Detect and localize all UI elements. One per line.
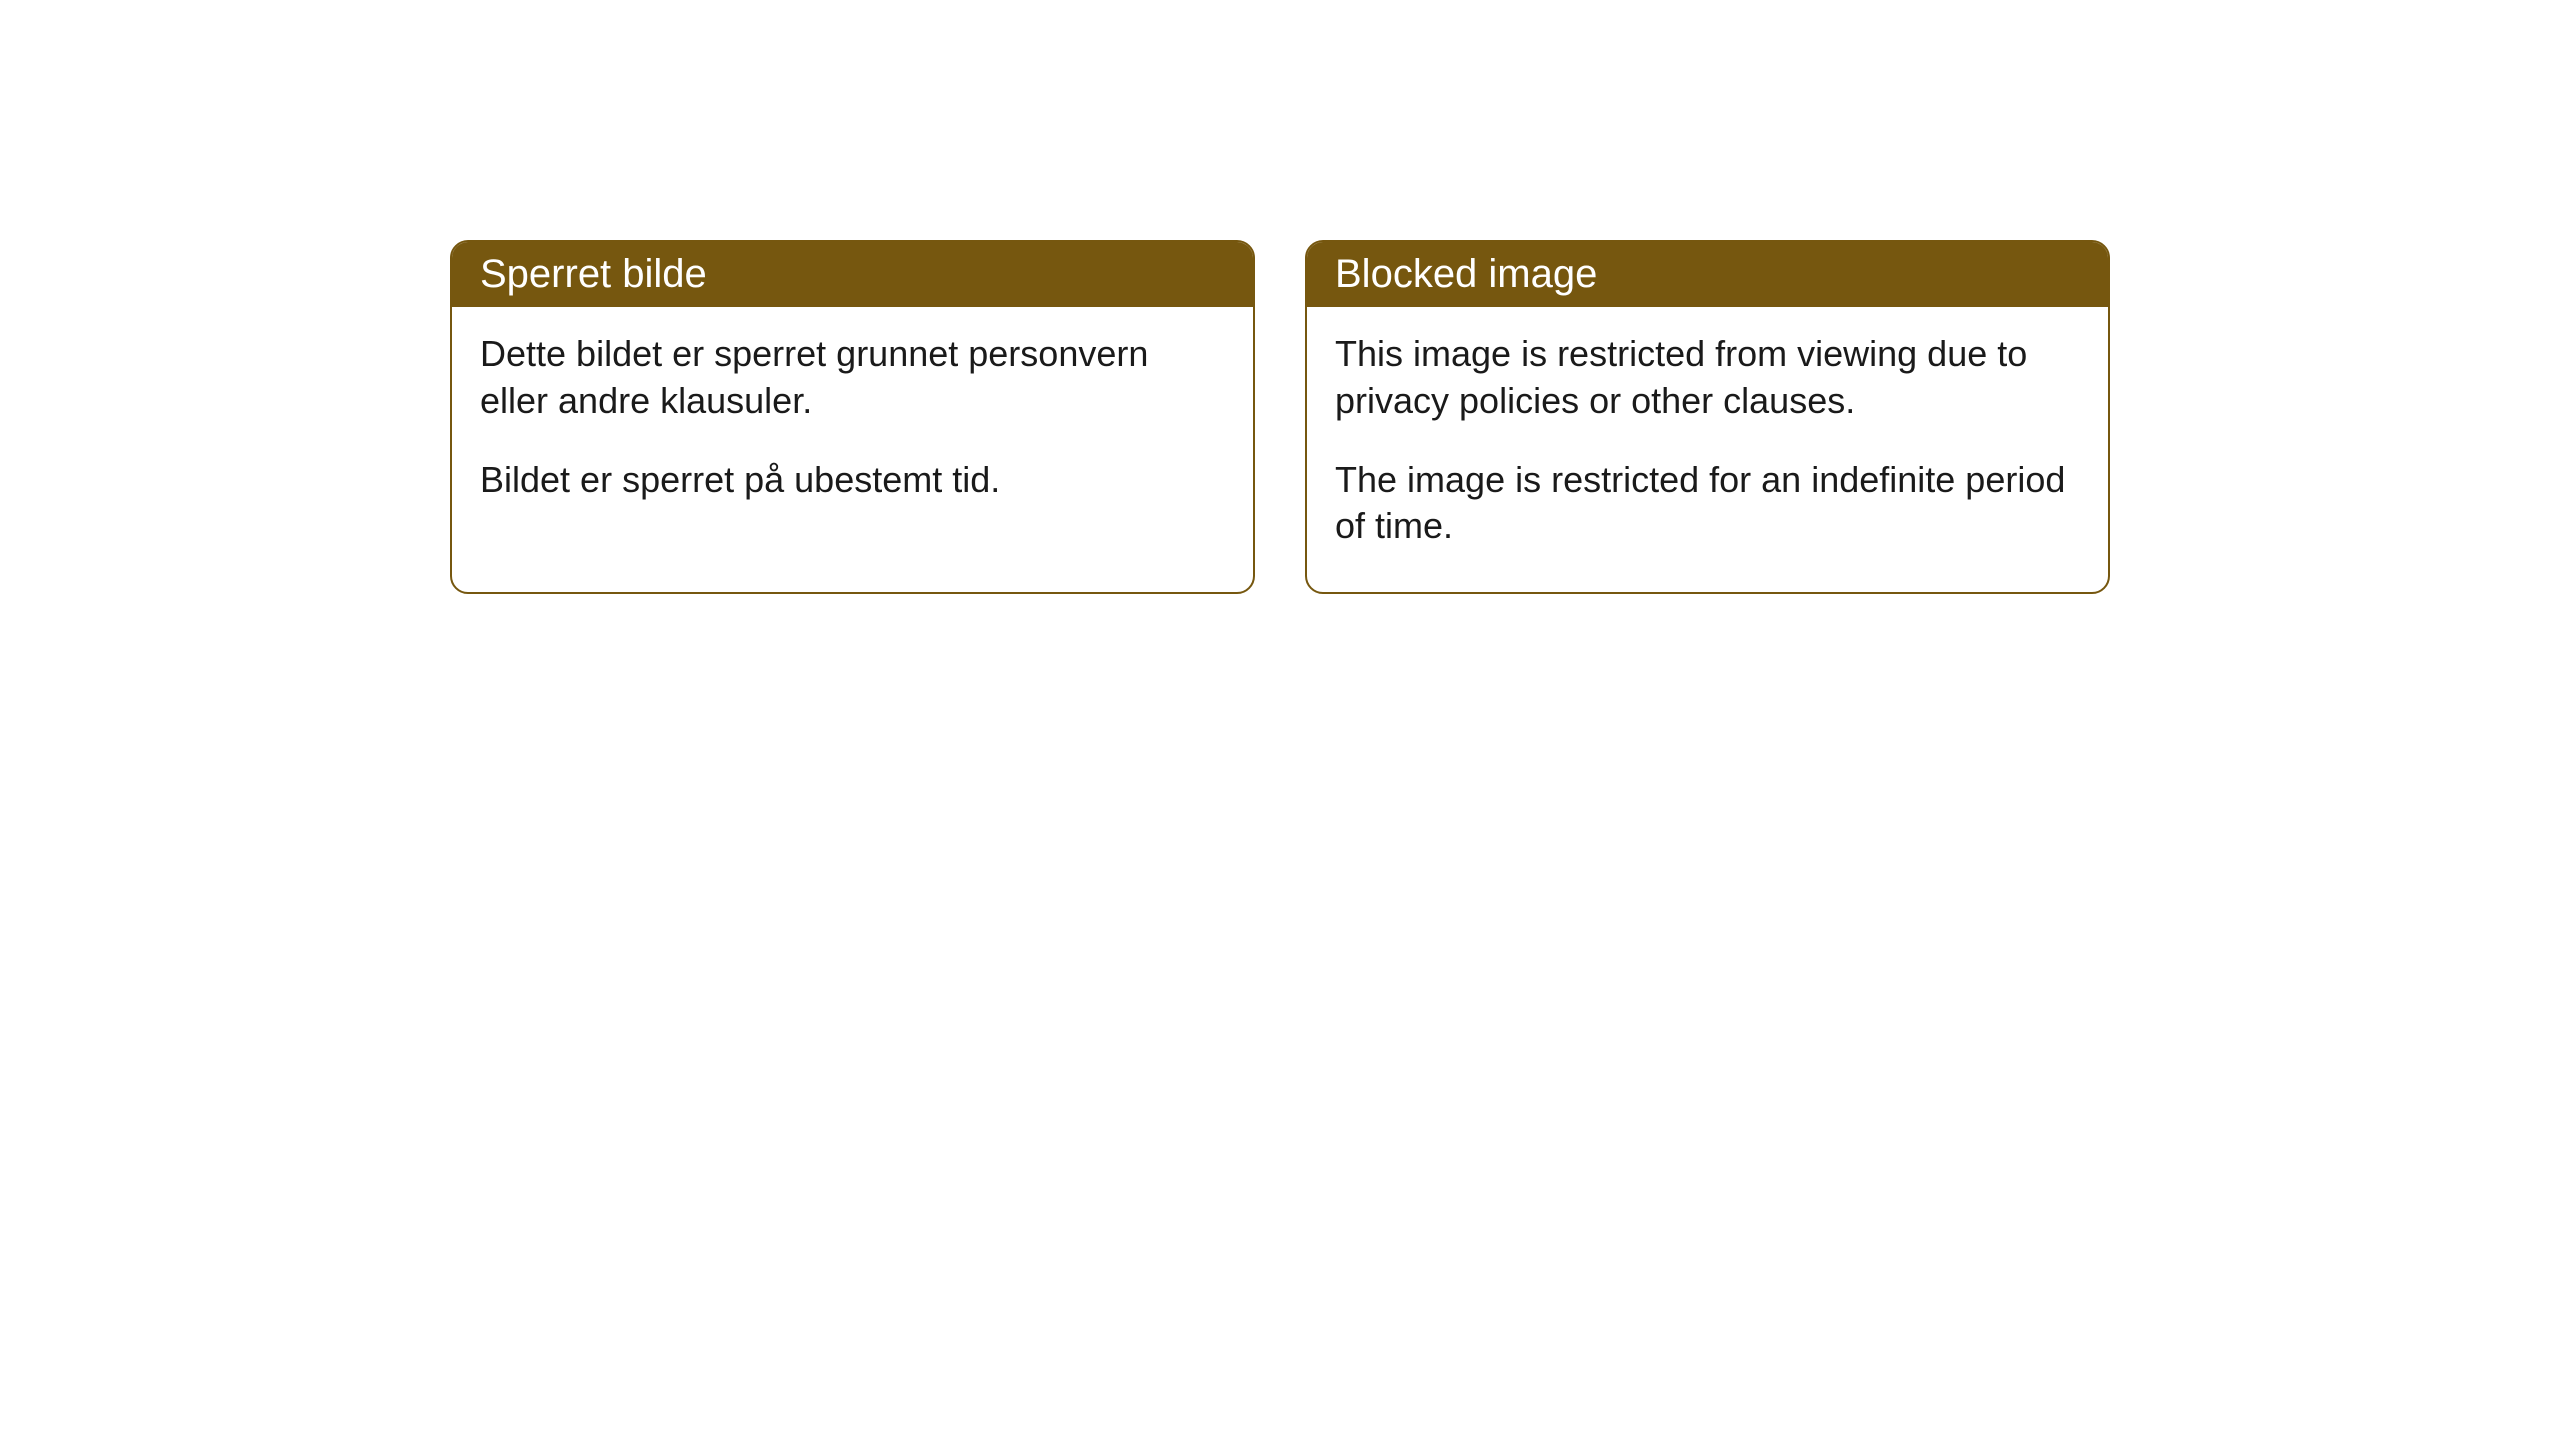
blocked-image-card-english: Blocked image This image is restricted f… [1305,240,2110,594]
card-header: Blocked image [1307,242,2108,307]
card-title: Blocked image [1335,252,1597,296]
card-body: Dette bildet er sperret grunnet personve… [452,307,1253,545]
card-body: This image is restricted from viewing du… [1307,307,2108,592]
notice-container: Sperret bilde Dette bildet er sperret gr… [0,0,2560,594]
card-title: Sperret bilde [480,252,707,296]
card-paragraph-1: Dette bildet er sperret grunnet personve… [480,331,1225,425]
blocked-image-card-norwegian: Sperret bilde Dette bildet er sperret gr… [450,240,1255,594]
card-paragraph-1: This image is restricted from viewing du… [1335,331,2080,425]
card-paragraph-2: Bildet er sperret på ubestemt tid. [480,457,1225,504]
card-header: Sperret bilde [452,242,1253,307]
card-paragraph-2: The image is restricted for an indefinit… [1335,457,2080,551]
